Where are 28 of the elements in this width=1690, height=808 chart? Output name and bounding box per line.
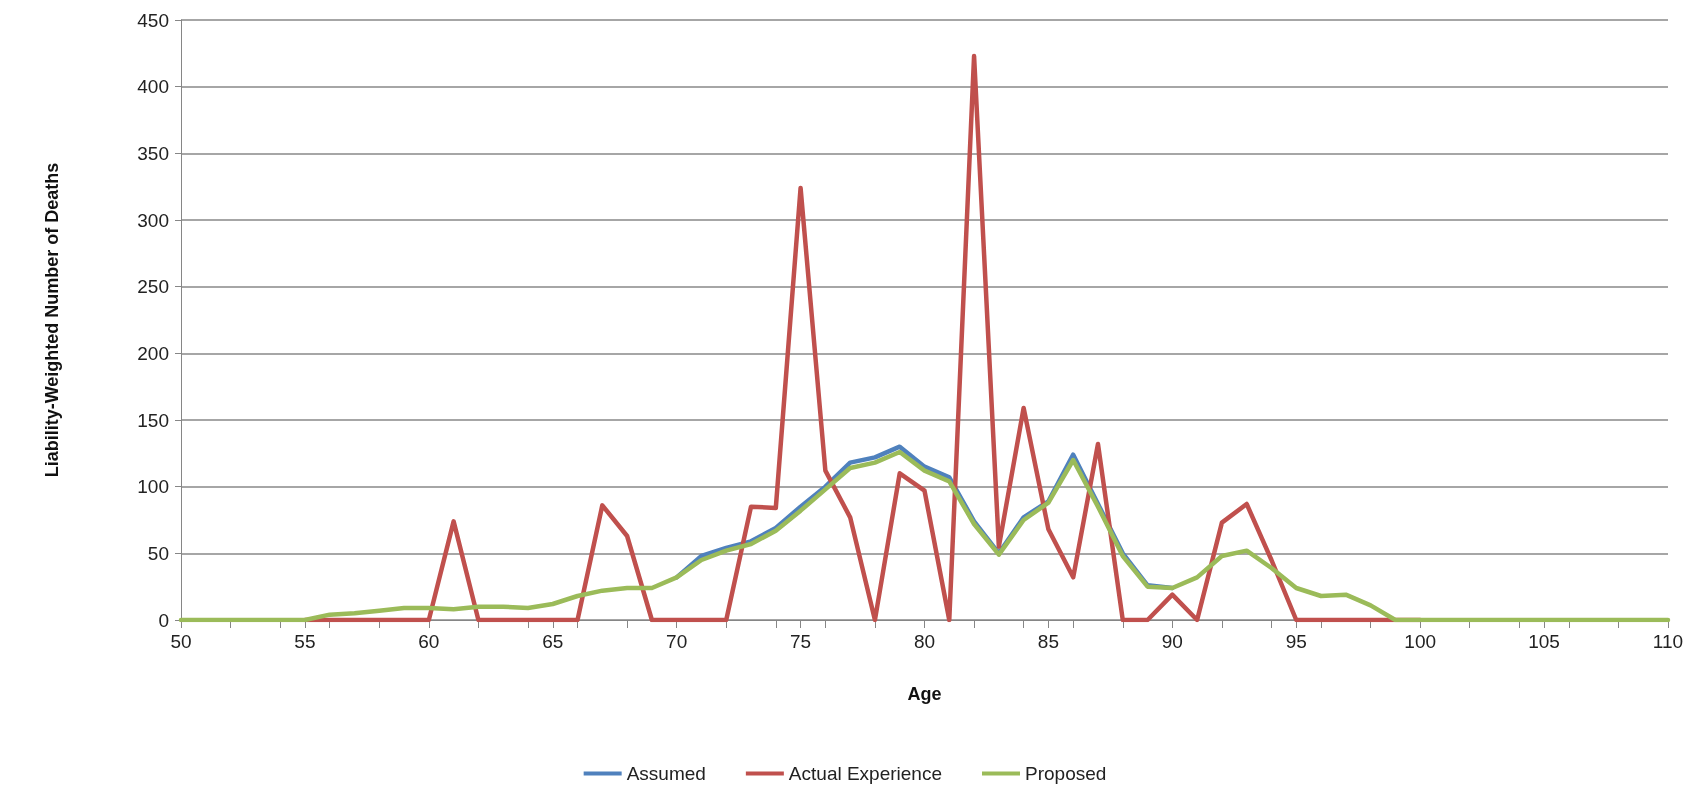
legend-label: Assumed bbox=[626, 763, 706, 784]
x-tick-label: 100 bbox=[1404, 631, 1437, 652]
legend-label: Proposed bbox=[1025, 763, 1107, 784]
y-tick-label: 200 bbox=[137, 342, 169, 364]
y-tick-label: 150 bbox=[137, 409, 169, 431]
x-tick-label: 60 bbox=[418, 631, 440, 652]
x-tick-label: 70 bbox=[666, 631, 688, 652]
x-axis-title: Age bbox=[907, 684, 942, 704]
x-tick-label: 50 bbox=[170, 631, 192, 652]
legend-label: Actual Experience bbox=[788, 763, 943, 784]
y-tick-label: 350 bbox=[137, 142, 169, 164]
y-tick-label: 100 bbox=[137, 476, 169, 498]
y-tick-label: 400 bbox=[137, 76, 169, 98]
x-tick-label: 90 bbox=[1161, 631, 1183, 652]
y-tick-label: 450 bbox=[137, 9, 169, 31]
y-tick-label: 250 bbox=[137, 276, 169, 298]
x-tick-label: 75 bbox=[790, 631, 812, 652]
x-tick-label: 65 bbox=[542, 631, 564, 652]
x-tick-label: 95 bbox=[1285, 631, 1307, 652]
x-tick-label: 80 bbox=[913, 631, 936, 652]
y-axis-title: Liability-Weighted Number of Deaths bbox=[42, 162, 62, 478]
x-tick-label: 110 bbox=[1652, 631, 1684, 652]
x-tick-label: 85 bbox=[1037, 631, 1059, 652]
x-tick-label: 55 bbox=[294, 631, 316, 652]
y-tick-label: 50 bbox=[147, 542, 169, 564]
x-tick-label: 105 bbox=[1528, 631, 1560, 652]
y-tick-label: 0 bbox=[158, 609, 169, 631]
y-tick-label: 300 bbox=[137, 209, 169, 231]
